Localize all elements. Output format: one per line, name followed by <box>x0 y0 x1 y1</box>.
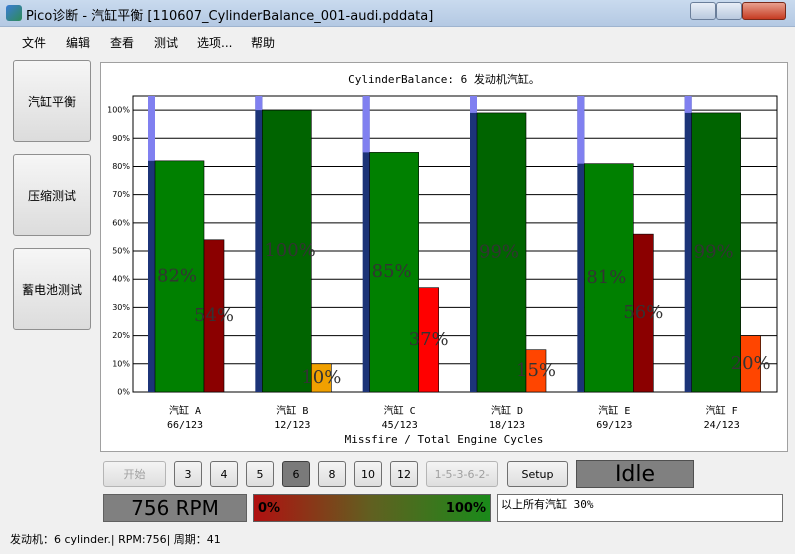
x-tick-label: 汽缸 E <box>598 404 630 417</box>
cycle-label: 69/123 <box>596 420 632 431</box>
menu-item[interactable]: 编辑 <box>66 36 91 50</box>
y-tick-label: 90% <box>112 134 130 143</box>
cycle-label: 66/123 <box>167 420 203 431</box>
reference-column <box>577 96 585 392</box>
reference-column-top <box>362 96 370 153</box>
reference-column-top <box>255 96 263 111</box>
status-bar: 发动机：6 cylinder.| RPM:756| 周期：41 <box>10 533 221 546</box>
close-button[interactable] <box>742 2 786 20</box>
bar-value-label: 56% <box>623 302 663 323</box>
reference-column-top <box>684 96 692 113</box>
y-tick-label: 80% <box>112 162 130 171</box>
reference-column-top <box>470 96 477 113</box>
bar-value-label: 15% <box>516 360 556 381</box>
y-tick-label: 60% <box>112 218 130 227</box>
menu-bar: 文件 编辑 查看 测试 选项... 帮助 <box>0 28 795 54</box>
x-tick-label: 汽缸 D <box>491 404 523 417</box>
x-tick-label: 汽缸 A <box>169 404 201 417</box>
x-tick-label: 汽缸 C <box>384 404 416 417</box>
plot-area <box>132 95 778 393</box>
sidebar-button[interactable]: 蓄电池测试 <box>13 248 91 330</box>
y-tick-label: 70% <box>112 190 130 199</box>
bar <box>311 363 332 393</box>
chart-panel: CylinderBalance: 6 发动机汽缸。 Missfire / Tot… <box>100 62 788 452</box>
chart: CylinderBalance: 6 发动机汽缸。 Missfire / Tot… <box>107 72 778 446</box>
state-display: Idle <box>576 460 694 488</box>
bar <box>633 233 654 393</box>
cycle-label: 45/123 <box>382 420 418 431</box>
bar <box>369 152 419 393</box>
cylinder-count-button[interactable]: 5 <box>246 461 274 487</box>
bar-value-label: 81% <box>586 267 626 288</box>
reference-column-top <box>577 96 585 164</box>
cylinder-count-button[interactable]: 6 <box>282 461 310 487</box>
x-tick-label: 汽缸 F <box>706 404 738 417</box>
app-icon <box>6 5 22 21</box>
menu-item[interactable]: 选项... <box>197 36 233 50</box>
bar <box>691 112 741 393</box>
firing-order-button[interactable]: 1-5-3-6-2- <box>426 461 498 487</box>
bar <box>418 287 439 393</box>
y-tick-label: 10% <box>112 359 130 368</box>
cylinder-count-button[interactable]: 4 <box>210 461 238 487</box>
reference-column-top <box>148 96 155 161</box>
title-bar: Pico诊断 - 汽缸平衡 [110607_CylinderBalance_00… <box>0 0 795 27</box>
reference-column <box>470 96 477 392</box>
bar-value-label: 82% <box>157 265 197 286</box>
cylinder-count-button[interactable]: 10 <box>354 461 382 487</box>
rpm-display: 756 RPM <box>103 494 247 522</box>
message-box: 以上所有汽缸 30% <box>497 494 783 522</box>
menu-item[interactable]: 查看 <box>110 36 135 50</box>
bar <box>525 349 547 393</box>
bar-value-label: 20% <box>731 353 771 374</box>
bar <box>262 109 312 393</box>
x-axis-label: Missfire / Total Engine Cycles <box>345 433 544 446</box>
bar <box>476 112 527 393</box>
cylinder-count-button[interactable]: 12 <box>390 461 418 487</box>
progress-min: 0% <box>258 501 281 516</box>
bar-value-label: 37% <box>409 329 449 350</box>
maximize-button[interactable] <box>716 2 742 20</box>
bar-value-label: 85% <box>372 261 412 282</box>
bar-value-label: 99% <box>694 241 734 262</box>
cylinder-count-button[interactable]: 3 <box>174 461 202 487</box>
cycle-label: 18/123 <box>489 420 525 431</box>
chart-title: CylinderBalance: 6 发动机汽缸。 <box>348 72 540 86</box>
sidebar-button[interactable]: 汽缸平衡 <box>13 60 91 142</box>
menu-item[interactable]: 文件 <box>22 36 47 50</box>
y-tick-label: 40% <box>112 275 130 284</box>
start-button[interactable]: 开始 <box>103 461 166 487</box>
y-tick-label: 0% <box>117 388 130 397</box>
reference-column <box>255 96 263 392</box>
menu-item[interactable]: 测试 <box>154 36 179 50</box>
y-tick-label: 30% <box>112 303 130 312</box>
x-tick-label: 汽缸 B <box>276 404 308 417</box>
menu-item[interactable]: 帮助 <box>251 36 276 50</box>
y-tick-label: 100% <box>107 106 130 115</box>
bar-value-label: 99% <box>479 241 519 262</box>
bar <box>740 335 761 393</box>
sidebar-button[interactable]: 压缩测试 <box>13 154 91 236</box>
y-tick-label: 20% <box>112 331 130 340</box>
bar-value-label: 100% <box>264 240 315 261</box>
window-title: Pico诊断 - 汽缸平衡 [110607_CylinderBalance_00… <box>26 9 434 24</box>
bar <box>154 160 205 393</box>
reference-column <box>148 96 155 392</box>
progress-max: 100% <box>445 501 486 516</box>
setup-button[interactable]: Setup <box>507 461 568 487</box>
cylinder-count-button[interactable]: 8 <box>318 461 346 487</box>
cycle-label: 24/123 <box>704 420 740 431</box>
y-tick-label: 50% <box>112 247 130 256</box>
reference-column <box>362 96 370 392</box>
minimize-button[interactable] <box>690 2 716 20</box>
bar-value-label: 10% <box>301 367 341 388</box>
reference-column <box>684 96 692 392</box>
cycle-label: 12/123 <box>274 420 310 431</box>
progress-bar: 0% 100% <box>253 494 491 522</box>
bar <box>203 239 225 393</box>
bar-value-label: 54% <box>194 305 234 326</box>
